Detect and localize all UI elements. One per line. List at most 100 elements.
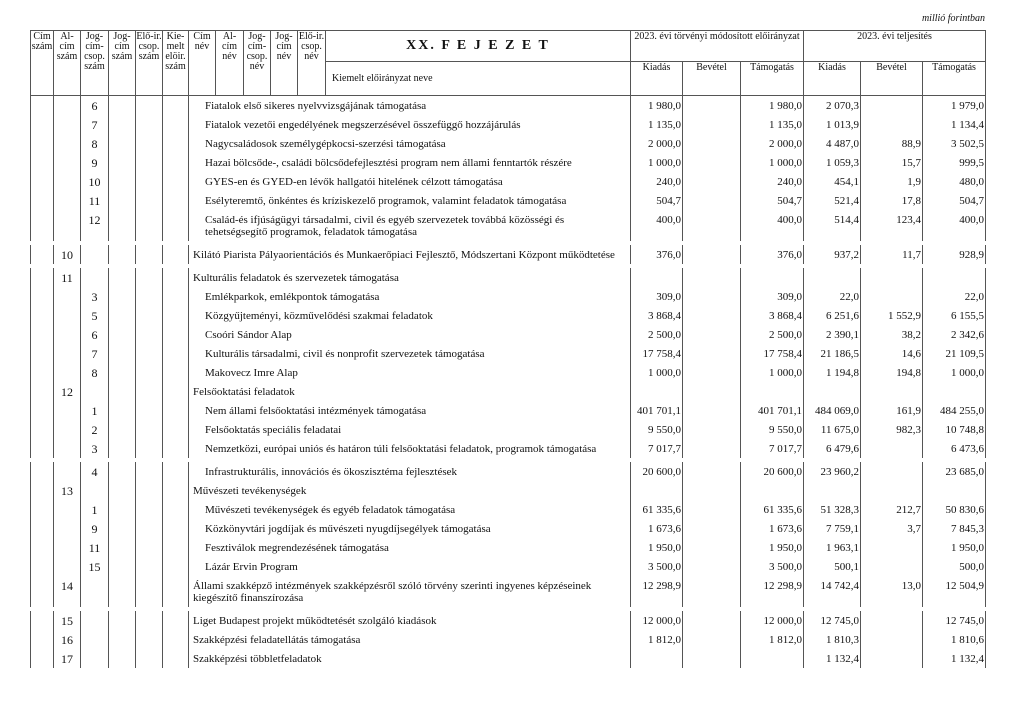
amount-cell: 1 552,9	[860, 306, 923, 325]
amount-cell: 1 013,9	[803, 115, 861, 134]
amount-cell: 937,2	[803, 245, 861, 264]
amount-cell: 500,0	[922, 557, 986, 576]
code-cell	[162, 245, 189, 264]
code-cell	[53, 115, 81, 134]
code-cell	[30, 481, 54, 500]
code-cell	[135, 557, 163, 576]
code-cell	[80, 245, 109, 264]
header-group-actual: 2023. évi teljesítés	[803, 30, 986, 62]
amount-cell	[860, 557, 923, 576]
amount-cell: 9 550,0	[740, 420, 804, 439]
amount-cell: 12 745,0	[922, 611, 986, 630]
amount-cell: 21 186,5	[803, 344, 861, 363]
code-cell	[108, 519, 136, 538]
code-cell	[30, 439, 54, 458]
header-group-planned: 2023. évi törvényi módosított előirányza…	[630, 30, 804, 62]
appropriation-name: Makovecz Imre Alap	[188, 363, 631, 382]
amount-cell	[682, 630, 741, 649]
table-row: 11 Kulturális feladatok és szervezetek tá…	[30, 268, 986, 287]
code-cell	[30, 268, 54, 287]
code-cell	[30, 538, 54, 557]
code-cell	[162, 382, 189, 401]
amount-cell: 12 000,0	[740, 611, 804, 630]
code-cell	[30, 611, 54, 630]
code-cell	[135, 649, 163, 668]
amount-cell: 240,0	[630, 172, 683, 191]
code-cell	[80, 611, 109, 630]
amount-cell: 161,9	[860, 401, 923, 420]
amount-cell	[682, 401, 741, 420]
amount-cell	[682, 287, 741, 306]
code-cell	[53, 210, 81, 241]
code-cell	[162, 576, 189, 607]
code-cell	[80, 268, 109, 287]
appropriation-name: Család-és ifjúságügyi társadalmi, civil …	[188, 210, 631, 241]
amount-cell	[630, 649, 683, 668]
code-cell: 12	[53, 382, 81, 401]
amount-cell	[682, 611, 741, 630]
code-cell	[108, 538, 136, 557]
amount-cell: 1 000,0	[740, 363, 804, 382]
appropriation-name: Infrastrukturális, innovációs és ökoszis…	[188, 462, 631, 481]
amount-cell	[682, 500, 741, 519]
code-cell	[135, 439, 163, 458]
amount-cell: 12 504,9	[922, 576, 986, 607]
amount-cell: 484 255,0	[922, 401, 986, 420]
appropriation-name: Kulturális társadalmi, civil és nonprofi…	[188, 344, 631, 363]
code-cell	[162, 287, 189, 306]
code-cell	[53, 191, 81, 210]
code-cell	[162, 153, 189, 172]
amount-cell	[860, 115, 923, 134]
amount-cell: 7 017,7	[740, 439, 804, 458]
code-cell	[162, 519, 189, 538]
code-cell: 3	[80, 287, 109, 306]
unit-label: millió forintban	[921, 13, 985, 24]
amount-cell: 61 335,6	[630, 500, 683, 519]
code-cell	[108, 557, 136, 576]
amount-cell: 123,4	[860, 210, 923, 241]
amount-cell: 982,3	[860, 420, 923, 439]
code-cell	[162, 481, 189, 500]
code-cell	[30, 172, 54, 191]
code-cell	[135, 153, 163, 172]
amount-cell: 376,0	[740, 245, 804, 264]
amount-cell	[682, 134, 741, 153]
header-sub-col: Támogatás	[740, 61, 804, 96]
amount-cell	[922, 481, 986, 500]
header-sub-col: Bevétel	[682, 61, 741, 96]
amount-cell: 212,7	[860, 500, 923, 519]
amount-cell	[682, 649, 741, 668]
code-cell	[30, 96, 54, 115]
code-cell	[53, 306, 81, 325]
amount-cell: 12 745,0	[803, 611, 861, 630]
code-cell: 7	[80, 115, 109, 134]
code-cell	[108, 210, 136, 241]
header-code-col: Jog-cím név	[270, 30, 298, 96]
code-cell	[108, 630, 136, 649]
code-cell	[135, 245, 163, 264]
code-cell: 2	[80, 420, 109, 439]
amount-cell: 11 675,0	[803, 420, 861, 439]
amount-cell: 4 487,0	[803, 134, 861, 153]
code-cell	[30, 401, 54, 420]
code-cell	[135, 287, 163, 306]
appropriation-name: GYES-en és GYED-en lévők hallgatói hitel…	[188, 172, 631, 191]
code-cell	[162, 649, 189, 668]
table-row: 7 Kulturális társadalmi, civil és nonprof…	[30, 344, 986, 363]
amount-cell: 1 135,0	[630, 115, 683, 134]
budget-table: 6 Fiatalok első sikeres nyelvvizsgájának …	[30, 96, 986, 668]
code-cell	[30, 420, 54, 439]
amount-cell: 240,0	[740, 172, 804, 191]
code-cell	[108, 115, 136, 134]
amount-cell	[740, 481, 804, 500]
amount-cell: 2 070,3	[803, 96, 861, 115]
amount-cell: 2 390,1	[803, 325, 861, 344]
code-cell	[108, 325, 136, 344]
appropriation-name: Szakképzési feladatellátás támogatása	[188, 630, 631, 649]
amount-cell: 1 000,0	[630, 153, 683, 172]
code-cell	[80, 630, 109, 649]
amount-cell: 454,1	[803, 172, 861, 191]
amount-cell: 2 000,0	[740, 134, 804, 153]
amount-cell	[682, 576, 741, 607]
code-cell	[135, 115, 163, 134]
